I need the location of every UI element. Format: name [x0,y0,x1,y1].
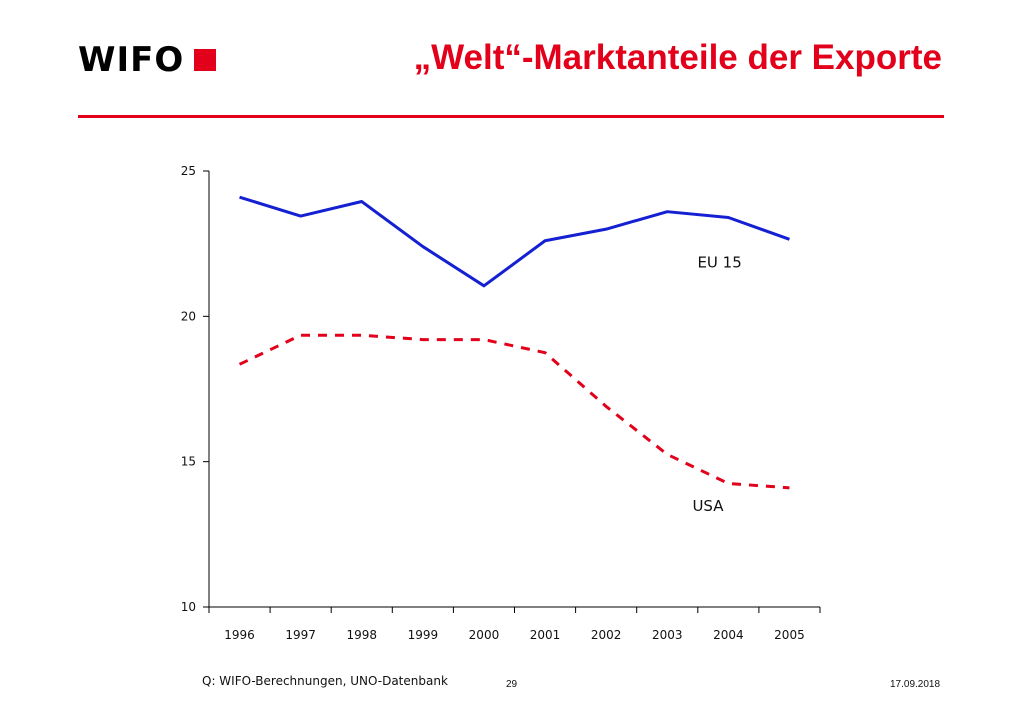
logo-text: WIFO [78,40,185,80]
series-label-eu15: EU 15 [697,253,741,271]
chart-series-labels: EU 15 USA [692,253,741,515]
series-line-usa [238,333,790,490]
x-tick-label: 2003 [652,628,683,642]
page-number: 29 [506,679,518,690]
y-tick-label: 10 [181,600,196,614]
series-label-usa: USA [692,497,724,515]
x-tick-label: 1996 [224,628,255,642]
x-tick-label: 2004 [713,628,744,642]
chart-axes: 10 15 20 25 1996 1997 1998 1999 2000 2001 2002 2003… [181,164,821,642]
x-tick-label: 2005 [774,628,805,642]
y-tick-label: 15 [181,455,196,469]
y-tick-label: 20 [181,309,196,323]
x-tick-label: 2002 [591,628,622,642]
footer-date: 17.09.2018 [890,679,941,690]
chart-series [238,195,790,490]
x-tick-label: 1998 [346,628,377,642]
title-divider [78,115,944,118]
y-tick-label: 25 [181,164,196,178]
x-tick-label: 2000 [469,628,500,642]
series-line-eu15 [239,195,790,288]
x-tick-label: 1999 [408,628,439,642]
page-title: „Welt“-Marktanteile der Exporte [413,38,942,77]
x-tick-label: 1997 [285,628,316,642]
source-note: Q: WIFO-Berechnungen, UNO-Datenbank [202,674,448,688]
logo-square-icon [194,49,217,71]
x-tick-label: 2001 [530,628,561,642]
wifo-logo: WIFO [78,40,217,80]
